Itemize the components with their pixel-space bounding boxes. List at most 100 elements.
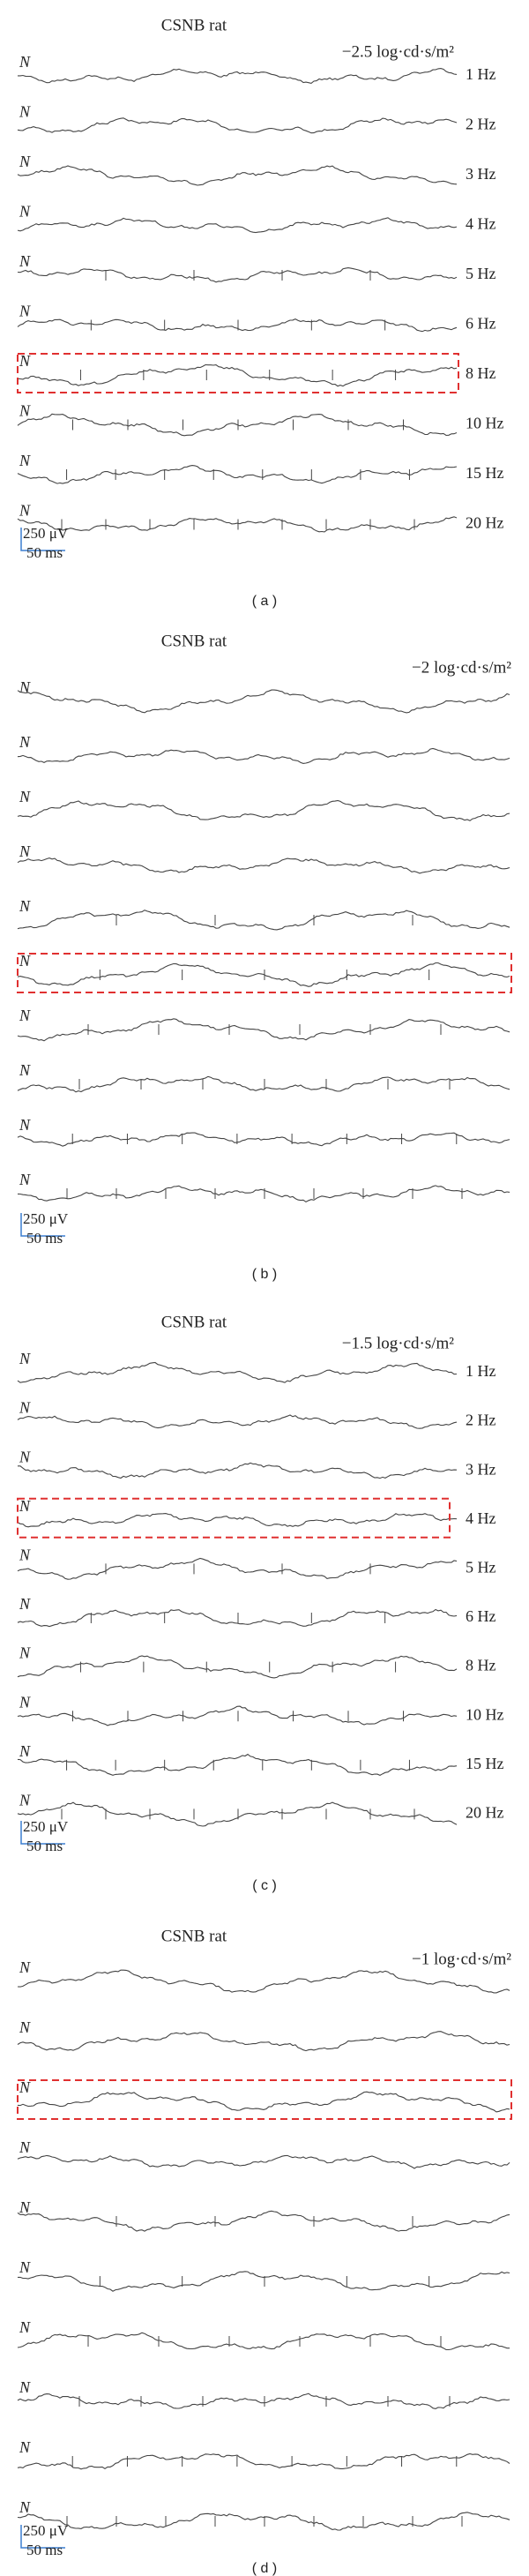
trace-marker: N — [19, 2378, 31, 2396]
frequency-label: 3 Hz — [466, 1460, 496, 1478]
frequency-label: 10 Hz — [466, 415, 504, 432]
panel-title: CSNB rat — [161, 16, 227, 34]
trace-marker: N — [19, 1350, 31, 1367]
trace-marker: N — [19, 678, 31, 696]
trace-marker: N — [19, 2078, 31, 2096]
frequency-label: 6 Hz — [466, 315, 496, 333]
erg-trace — [17, 318, 458, 333]
scale-time: 50 ms — [26, 2542, 63, 2558]
scale-bar — [20, 1213, 65, 1237]
erg-trace — [17, 465, 458, 484]
erg-trace — [17, 799, 510, 821]
erg-trace — [17, 1132, 510, 1147]
trace-marker: N — [19, 2498, 31, 2516]
trace-marker: N — [19, 1448, 31, 1465]
erg-trace — [17, 1608, 458, 1628]
trace-marker: N — [19, 352, 31, 370]
frequency-label: 5 Hz — [466, 265, 496, 282]
trace-marker: N — [19, 2318, 31, 2336]
frequency-label: 4 Hz — [466, 215, 496, 233]
frequency-label: 5 Hz — [466, 1559, 496, 1576]
trace-marker: N — [19, 1061, 31, 1079]
highlight-box — [17, 353, 459, 393]
erg-trace — [17, 2393, 510, 2409]
erg-trace — [17, 2154, 510, 2169]
trace-marker: N — [19, 788, 31, 805]
erg-trace — [17, 1414, 458, 1429]
frequency-label: 15 Hz — [466, 1755, 504, 1772]
trace-marker: N — [19, 1693, 31, 1711]
erg-trace — [18, 1462, 458, 1479]
erg-trace — [17, 2332, 510, 2351]
trace-marker: N — [19, 2258, 31, 2276]
scale-amplitude: 250 μV — [23, 1818, 69, 1835]
trace-marker: N — [19, 952, 31, 970]
erg-trace — [17, 1185, 510, 1203]
frequency-label: 3 Hz — [466, 165, 496, 183]
trace-marker: N — [19, 2018, 31, 2036]
trace-marker: N — [19, 1116, 31, 1134]
erg-trace — [17, 2091, 510, 2113]
highlight-box — [17, 2079, 512, 2120]
trace-marker: N — [19, 2198, 31, 2216]
scale-time: 50 ms — [26, 1230, 63, 1247]
erg-trace — [17, 267, 458, 283]
trace-marker: N — [19, 452, 31, 469]
erg-trace — [17, 2512, 510, 2531]
frequency-label: 15 Hz — [466, 464, 504, 482]
erg-trace — [17, 962, 510, 987]
erg-trace — [17, 1753, 458, 1777]
scale-time: 50 ms — [26, 544, 63, 561]
intensity-label: −1 log·cd·s/m² — [412, 1950, 511, 1968]
panel-caption: ( b ) — [252, 1267, 277, 1282]
frequency-label: 8 Hz — [466, 364, 496, 382]
trace-marker: N — [19, 53, 31, 71]
erg-trace — [17, 1075, 510, 1093]
erg-trace — [17, 1557, 458, 1580]
frequency-label: 2 Hz — [466, 116, 496, 133]
trace-marker: N — [19, 1742, 31, 1760]
trace-marker: N — [19, 303, 31, 320]
erg-trace — [17, 1513, 458, 1528]
panel-title: CSNB rat — [161, 1927, 227, 1945]
intensity-label: −2 log·cd·s/m² — [412, 658, 511, 677]
frequency-label: 6 Hz — [466, 1607, 496, 1625]
trace-marker: N — [19, 103, 31, 121]
trace-marker: N — [19, 252, 31, 270]
trace-marker: N — [19, 842, 31, 860]
trace-marker: N — [19, 502, 31, 520]
trace-marker: N — [19, 203, 31, 221]
intensity-label: −1.5 log·cd·s/m² — [342, 1334, 455, 1352]
trace-marker: N — [19, 2438, 31, 2456]
trace-marker: N — [19, 1958, 31, 1976]
panel-title: CSNB rat — [161, 632, 227, 650]
frequency-label: 20 Hz — [466, 1804, 504, 1822]
erg-trace — [17, 516, 458, 533]
frequency-label: 1 Hz — [466, 1362, 496, 1380]
scale-amplitude: 250 μV — [23, 1210, 69, 1227]
panel-caption: ( d ) — [252, 2561, 277, 2576]
scale-bar — [20, 1821, 65, 1845]
trace-marker: N — [19, 1546, 31, 1564]
erg-trace — [17, 1705, 458, 1726]
trace-marker: N — [19, 1595, 31, 1613]
erg-trace — [18, 68, 458, 84]
erg-trace — [17, 117, 458, 134]
erg-trace — [17, 2031, 510, 2052]
trace-marker: N — [19, 153, 31, 170]
scale-bar — [20, 2525, 65, 2549]
erg-trace — [17, 1969, 510, 1994]
trace-marker: N — [19, 733, 31, 751]
trace-marker: N — [19, 2138, 31, 2156]
erg-trace — [17, 363, 458, 387]
erg-trace — [17, 747, 510, 764]
panel-caption: ( c ) — [252, 1878, 277, 1893]
scale-time: 50 ms — [26, 1838, 63, 1854]
frequency-label: 8 Hz — [466, 1657, 496, 1674]
trace-marker: N — [19, 402, 31, 420]
frequency-label: 4 Hz — [466, 1509, 496, 1527]
erg-trace — [17, 910, 510, 931]
erg-trace — [17, 1361, 458, 1383]
highlight-box — [17, 1497, 451, 1539]
